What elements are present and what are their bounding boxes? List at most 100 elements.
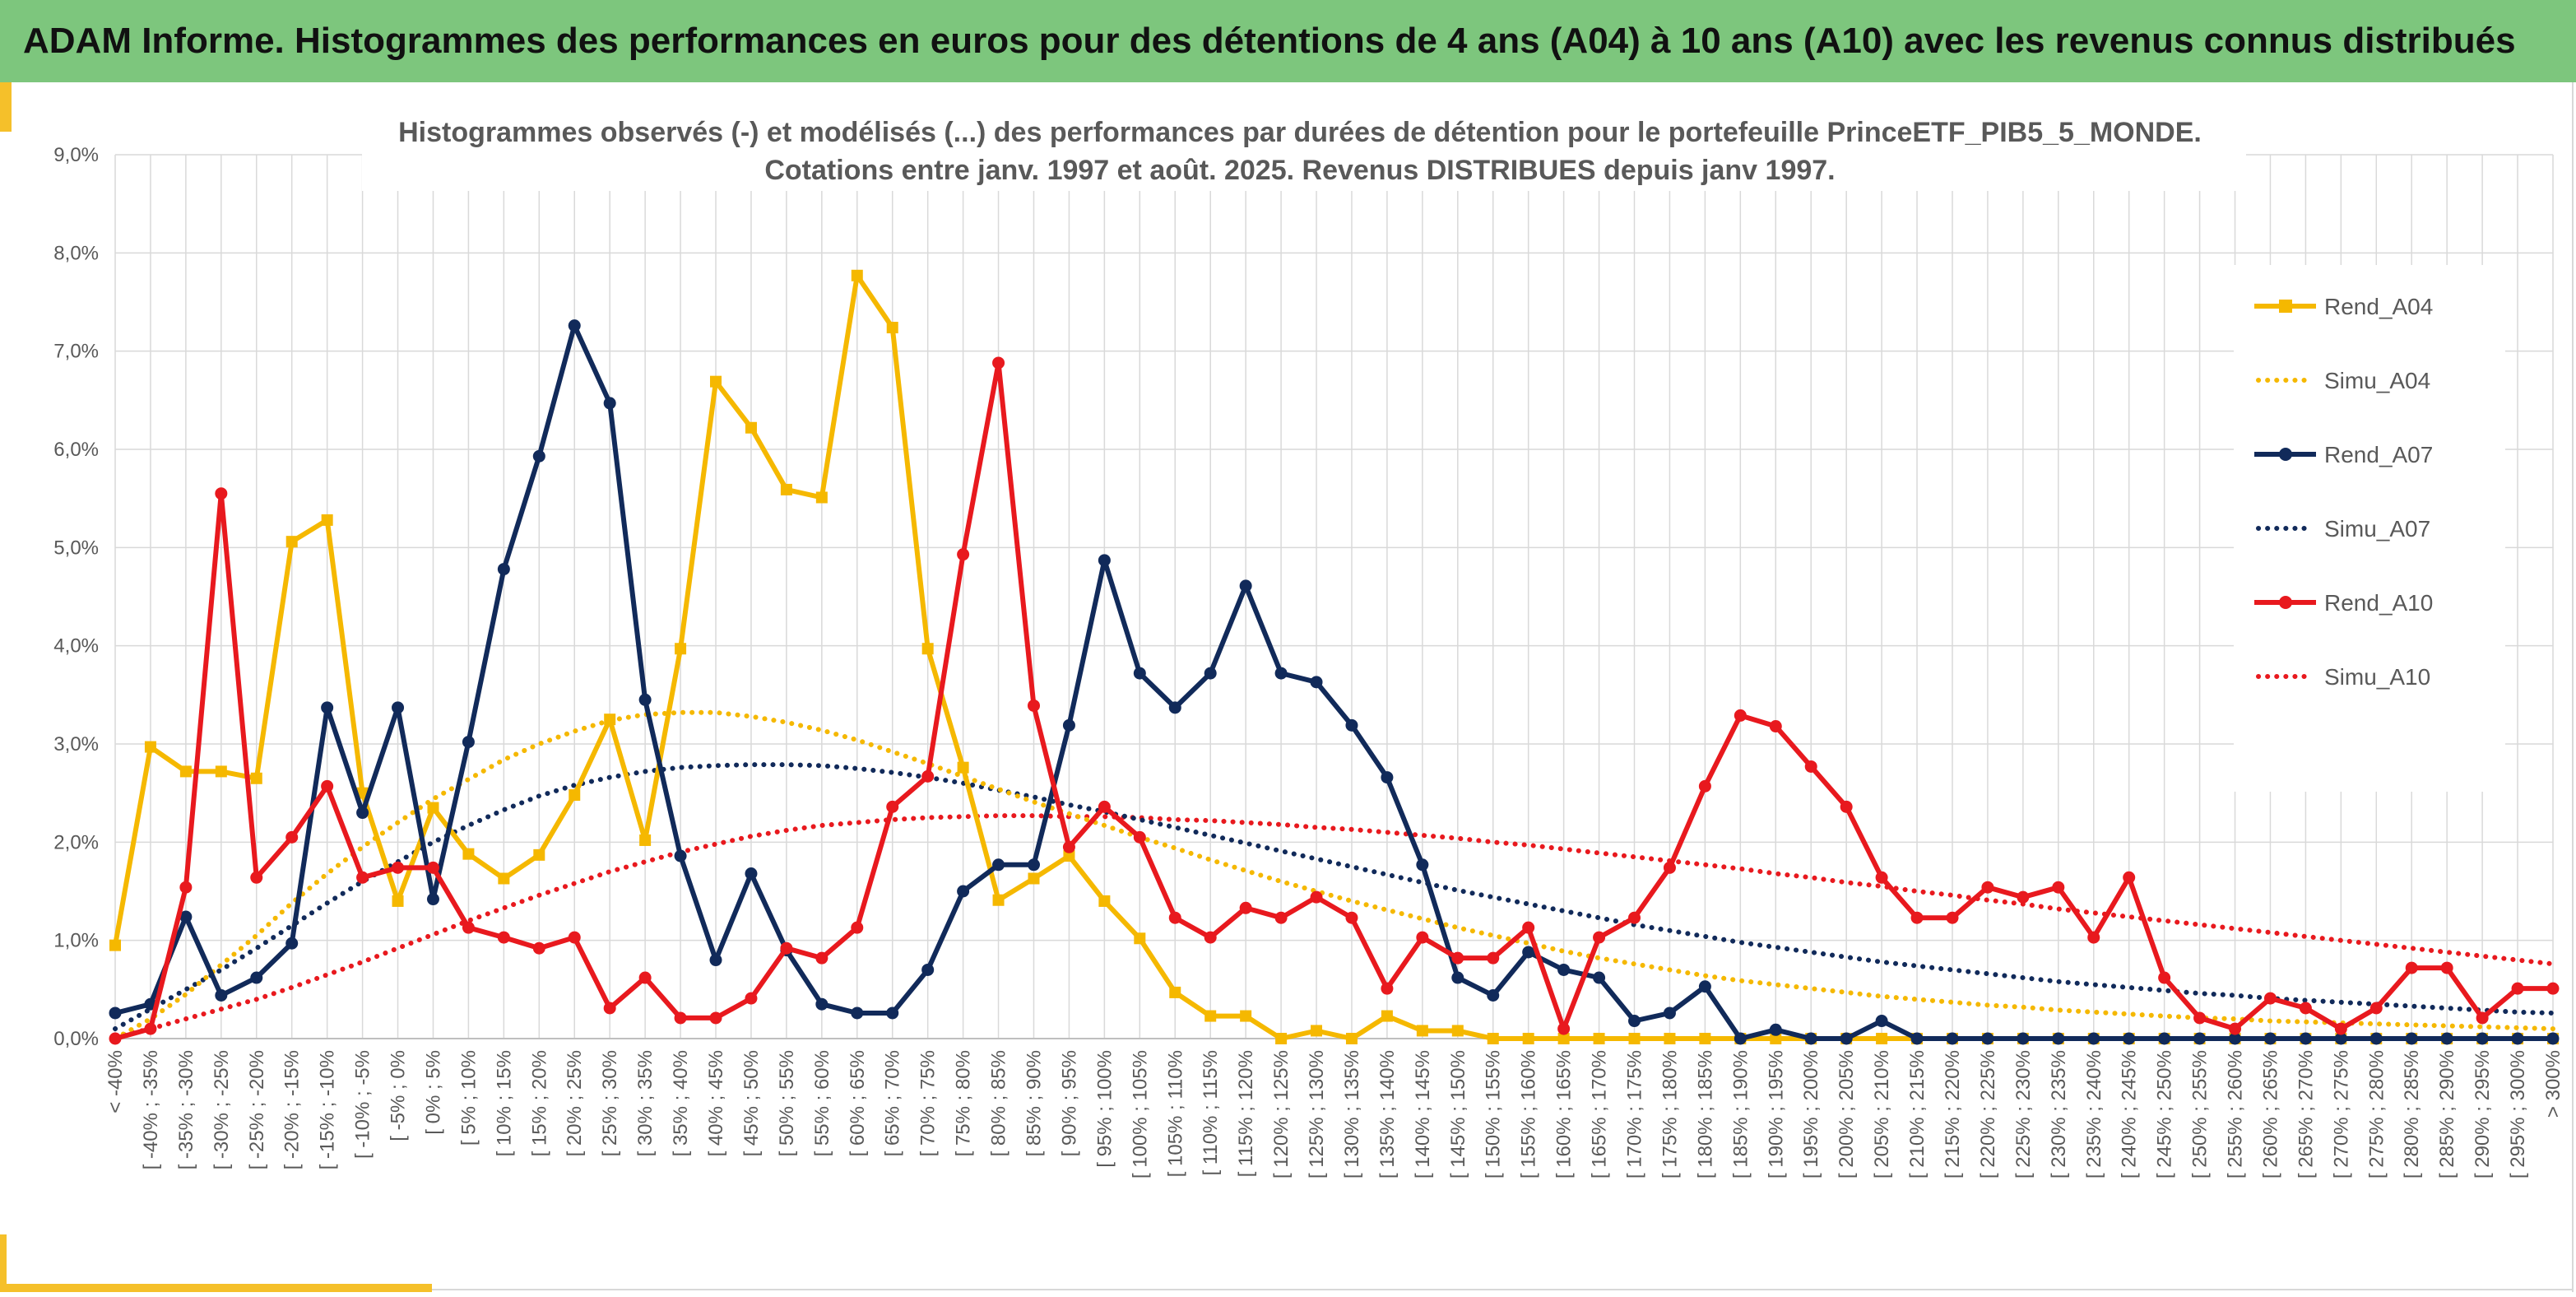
x-tick-label: [ 55% ; 60% (811, 1050, 833, 1156)
x-tick-label: [ 70% ; 75% (917, 1050, 940, 1156)
data-point (957, 885, 970, 898)
data-point (1028, 872, 1040, 885)
x-tick-label: [ 80% ; 85% (988, 1050, 1010, 1156)
data-point (1345, 911, 1358, 924)
chart-legend: Rend_A04 Simu_A04 Rend_A07 Simu_A07 Rend_A10… (2234, 265, 2505, 792)
data-point (815, 491, 828, 504)
data-point (886, 322, 898, 334)
x-tick-label: [ 90% ; 95% (1058, 1050, 1080, 1156)
x-tick-label: [ 270% ; 275% (2330, 1050, 2352, 1178)
y-tick-label: 6,0% (53, 439, 99, 461)
data-point (2229, 1022, 2242, 1035)
data-point (921, 643, 934, 655)
data-point (1593, 931, 1606, 944)
data-point (745, 421, 757, 434)
data-point (851, 269, 863, 281)
x-tick-label: [ -25% ; -20% (246, 1050, 268, 1169)
data-point (1628, 1015, 1641, 1028)
x-tick-label: [ 45% ; 50% (740, 1050, 763, 1156)
x-tick-label: [ 195% ; 200% (1800, 1050, 1822, 1178)
x-tick-label: [ 145% ; 150% (1447, 1050, 1469, 1178)
x-tick-label: [ 110% ; 115% (1200, 1050, 1222, 1176)
data-point (638, 971, 652, 984)
data-point (1204, 931, 1217, 944)
data-point (144, 1022, 157, 1035)
data-point (1522, 1033, 1534, 1044)
frame-line-right (2572, 82, 2574, 1292)
x-tick-label: [ -10% ; -5% (352, 1050, 374, 1159)
data-point (497, 931, 510, 944)
x-tick-label: [ 290% ; 295% (2472, 1050, 2494, 1178)
x-tick-label: [ 265% ; 270% (2295, 1050, 2317, 1178)
data-point (498, 872, 510, 885)
data-point (1133, 667, 1146, 680)
x-tick-label: [ 255% ; 260% (2225, 1050, 2247, 1178)
data-point (1275, 1033, 1288, 1044)
frame-accent-top (0, 82, 12, 132)
data-point (1451, 951, 1464, 965)
data-point (285, 830, 299, 844)
data-point (1098, 895, 1111, 907)
data-point (1628, 1033, 1641, 1044)
data-point (1557, 963, 1571, 976)
data-point (1204, 667, 1217, 680)
series-line-simu-a10 (113, 813, 2555, 1039)
data-point (674, 1011, 687, 1025)
data-point (1876, 1033, 1888, 1044)
series-simu-a04 (113, 709, 2555, 1041)
legend-item-simu-a04: Simu_A04 (2256, 368, 2430, 393)
x-tick-label: [ 215% ; 220% (1942, 1050, 1964, 1178)
data-point (1522, 946, 1535, 959)
data-point (851, 1006, 864, 1020)
data-point (1698, 980, 1711, 993)
data-point (568, 319, 581, 332)
data-point (2193, 1011, 2207, 1025)
x-tick-label: [ 210% ; 215% (1906, 1050, 1929, 1178)
x-tick-label: [ 230% ; 235% (2048, 1050, 2070, 1178)
data-point (1840, 800, 1853, 813)
data-point (2087, 931, 2100, 944)
data-point (2299, 1032, 2312, 1045)
chart-title-line2: Cotations entre janv. 1997 et août. 2025… (764, 155, 1835, 186)
data-point (2546, 982, 2560, 995)
data-point (1769, 720, 1782, 733)
data-point (2193, 1032, 2207, 1045)
x-tick-label: [ 115% ; 120% (1235, 1050, 1257, 1177)
data-point (2405, 1032, 2418, 1045)
x-tick-label: [ 260% ; 265% (2259, 1050, 2281, 1178)
data-point (1522, 921, 1535, 934)
x-tick-label: [ 225% ; 230% (2012, 1050, 2035, 1178)
x-tick-label: [ 10% ; 15% (493, 1050, 515, 1156)
x-tick-label: [ 130% ; 135% (1341, 1050, 1363, 1178)
data-point (1133, 830, 1146, 844)
x-tick-label: [ 100% ; 105% (1129, 1050, 1151, 1178)
data-point (2017, 890, 2030, 904)
x-tick-label: [ 245% ; 250% (2154, 1050, 2176, 1178)
data-point (1875, 1015, 1888, 1028)
x-tick-label: [ -20% ; -15% (281, 1050, 304, 1169)
x-tick-label: [ 190% ; 195% (1765, 1050, 1787, 1178)
data-point (709, 1011, 722, 1025)
data-point (921, 769, 935, 783)
data-point (1769, 1023, 1782, 1036)
data-point (780, 941, 793, 955)
data-point (1557, 1022, 1571, 1035)
legend-label: Rend_A04 (2324, 294, 2433, 319)
data-point (1098, 800, 1111, 813)
x-tick-label: [ 155% ; 160% (1518, 1050, 1540, 1178)
x-tick-label: [ 220% ; 225% (1977, 1050, 1999, 1178)
data-point (215, 988, 228, 1002)
data-point (639, 834, 652, 846)
x-tick-label: [ 95% ; 100% (1093, 1050, 1116, 1168)
data-point (144, 741, 156, 753)
data-point (392, 895, 404, 907)
x-tick-label: [ 185% ; 190% (1729, 1050, 1752, 1178)
legend-item-rend-a10: Rend_A10 (2254, 590, 2433, 616)
data-point (851, 921, 864, 934)
data-point (992, 356, 1005, 370)
data-point (1027, 699, 1040, 712)
data-point (2052, 881, 2065, 894)
data-point (745, 867, 758, 881)
data-point (1451, 1025, 1464, 1037)
x-tick-label: [ 205% ; 210% (1871, 1050, 1893, 1178)
